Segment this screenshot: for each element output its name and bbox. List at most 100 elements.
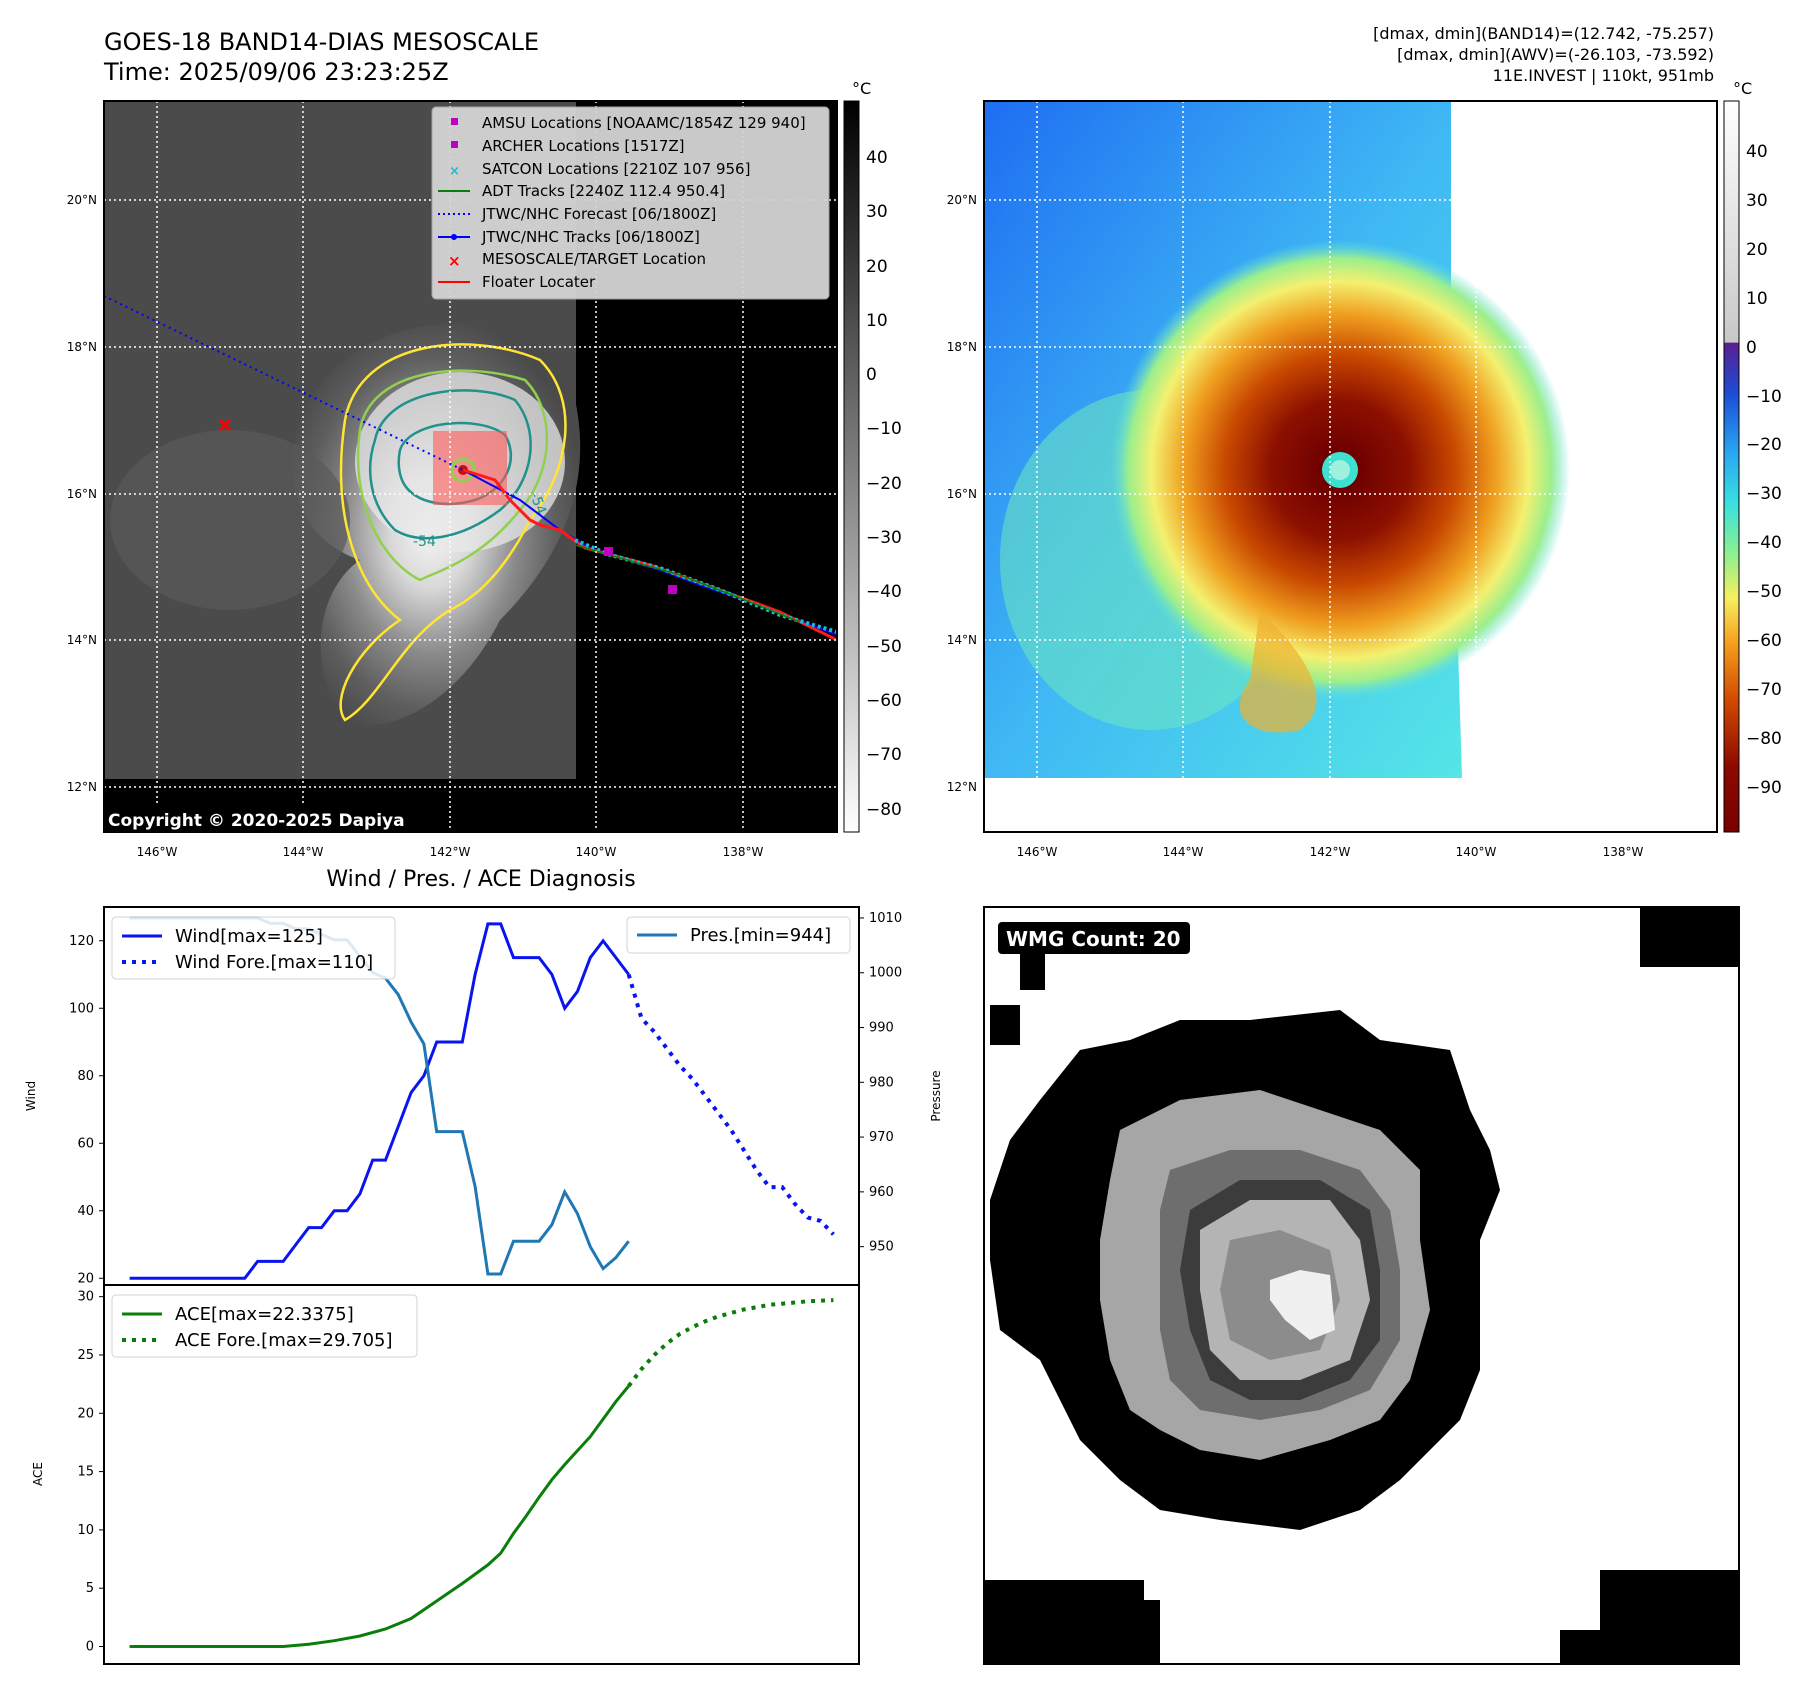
legend-floater-label: Floater Locater <box>482 273 596 291</box>
wind-tick-label: 100 <box>69 1001 94 1016</box>
legend-ace-label: ACE[max=22.3375] <box>175 1304 354 1325</box>
legend-amsu-label: AMSU Locations [NOAAMC/1854Z 129 940] <box>482 114 806 132</box>
awv-lon-138: 138°W <box>1603 845 1644 859</box>
awv-lon-140: 140°W <box>1456 845 1497 859</box>
awv-colorbar-unit: °C <box>1733 79 1752 98</box>
ir-tick-m60: −60 <box>866 691 902 711</box>
legend-wind-label: Wind[max=125] <box>175 926 323 947</box>
ir-tick-m70: −70 <box>866 745 902 765</box>
contour-yellow <box>339 343 567 722</box>
ir-tick-m30: −30 <box>866 528 902 548</box>
info-band14: [dmax, dmin](BAND14)=(12.742, -75.257) <box>1373 24 1714 43</box>
target-box <box>433 431 507 505</box>
wind-axis-label: Wind <box>24 1081 38 1111</box>
ace-tick-label: 15 <box>77 1465 94 1480</box>
amsu-marker <box>668 585 677 594</box>
legend-forecast-label: JTWC/NHC Forecast [06/1800Z] <box>481 205 716 223</box>
ir-tick-10: 10 <box>866 311 888 331</box>
ace-legend: ACE[max=22.3375] ACE Fore.[max=29.705] <box>111 1294 418 1358</box>
awv-lat-14: 14°N <box>947 633 977 647</box>
ir-lon-140: 140°W <box>576 845 617 859</box>
legend-amsu-swatch <box>451 118 458 125</box>
wind-tick-label: 40 <box>77 1204 94 1219</box>
mesoscale-target-marker <box>218 418 232 432</box>
legend-satcon-label: SATCON Locations [2210Z 107 956] <box>482 160 750 178</box>
ir-lat-14: 14°N <box>67 633 97 647</box>
ir-colorbar-ticks: 40 30 20 10 0 −10 −20 −30 −40 −50 −60 −7… <box>866 148 902 820</box>
wmg-count-label: WMG Count: 20 <box>1006 927 1181 951</box>
copyright-box: Copyright © 2020-2025 Dapiya <box>104 806 409 832</box>
ir-lat-labels: 20°N 18°N 16°N 14°N 12°N <box>67 193 97 794</box>
legend-pres-label: Pres.[min=944] <box>690 925 831 946</box>
ace-tick-label: 0 <box>86 1640 94 1655</box>
contour-label-1: -54 <box>413 534 436 550</box>
ir-map-frame <box>103 100 838 833</box>
awv-tick-m50: −50 <box>1746 582 1782 602</box>
ir-lon-138: 138°W <box>723 845 764 859</box>
awv-colorbar-ticks: 40 30 20 10 0 −10 −20 −30 −40 −50 −60 −7… <box>1746 142 1782 798</box>
ir-tick-40: 40 <box>866 148 888 168</box>
wind-forecast-line <box>626 973 835 1236</box>
awv-tick-m20: −20 <box>1746 435 1782 455</box>
awv-tick-30: 30 <box>1746 191 1768 211</box>
awv-lat-20: 20°N <box>947 193 977 207</box>
legend-target-swatch: × <box>448 252 461 270</box>
ir-tick-m10: −10 <box>866 419 902 439</box>
ir-lat-18: 18°N <box>67 340 97 354</box>
info-storm: 11E.INVEST | 110kt, 951mb <box>1493 66 1714 85</box>
ace-series <box>129 1298 834 1648</box>
awv-lat-12: 12°N <box>947 780 977 794</box>
wind-tick-label: 80 <box>77 1069 94 1084</box>
wmg-eye <box>1270 1270 1335 1340</box>
awv-lon-144: 144°W <box>1163 845 1204 859</box>
awv-map-frame <box>983 100 1718 833</box>
pressure-yticks: 950 960 970 980 990 1000 1010 <box>859 911 902 1255</box>
figure-title: GOES-18 BAND14-DIAS MESOSCALE <box>104 28 539 56</box>
awv-lat-16: 16°N <box>947 487 977 501</box>
ace-tick-label: 10 <box>77 1523 94 1538</box>
figure-time: Time: 2025/09/06 23:23:25Z <box>103 58 449 86</box>
ir-legend: AMSU Locations [NOAAMC/1854Z 129 940] AR… <box>431 106 830 300</box>
awv-tick-10: 10 <box>1746 289 1768 309</box>
pressure-tick-label: 980 <box>869 1075 894 1090</box>
contour-teal-outer <box>369 389 532 540</box>
awv-tick-m70: −70 <box>1746 680 1782 700</box>
awv-colorbar: °C 40 30 20 10 0 −10 −20 −30 −40 −50 −60… <box>1723 79 1782 833</box>
legend-acefore-label: ACE Fore.[max=29.705] <box>175 1330 393 1351</box>
wind-legend: Wind[max=125] Wind Fore.[max=110] <box>111 916 396 980</box>
ir-lat-12: 12°N <box>67 780 97 794</box>
awv-tick-40: 40 <box>1746 142 1768 162</box>
ir-tick-20: 20 <box>866 257 888 277</box>
pressure-tick-label: 970 <box>869 1130 894 1145</box>
ace-forecast-line <box>627 1298 834 1388</box>
awv-tick-0: 0 <box>1746 338 1757 358</box>
pressure-tick-label: 1010 <box>869 911 902 926</box>
ir-lon-146: 146°W <box>137 845 178 859</box>
ir-tick-0: 0 <box>866 365 877 385</box>
legend-archer-swatch <box>451 141 458 148</box>
awv-tick-m80: −80 <box>1746 729 1782 749</box>
ace-axis-label: ACE <box>31 1462 45 1486</box>
ir-lon-labels: 146°W 144°W 142°W 140°W 138°W <box>137 845 764 859</box>
ir-tick-m40: −40 <box>866 582 902 602</box>
jtwc-forecast-track <box>104 295 464 471</box>
awv-lat-labels: 20°N 18°N 16°N 14°N 12°N <box>947 193 977 794</box>
ir-tick-30: 30 <box>866 202 888 222</box>
wind-tick-label: 20 <box>77 1271 94 1286</box>
pressure-tick-label: 1000 <box>869 966 902 981</box>
awv-gridlines <box>984 101 1717 832</box>
ir-tick-m80: −80 <box>866 800 902 820</box>
ir-colorbar: °C 40 30 20 10 0 −10 −20 −30 −40 −50 −60… <box>843 79 902 833</box>
ir-lon-144: 144°W <box>283 845 324 859</box>
wind-tick-label: 60 <box>77 1136 94 1151</box>
ace-tick-label: 25 <box>77 1348 94 1363</box>
ace-panel-frame <box>103 1284 860 1665</box>
ace-line <box>129 1385 630 1648</box>
legend-target-label: MESOSCALE/TARGET Location <box>482 250 706 268</box>
wmg-panel-frame <box>983 906 1740 1665</box>
awv-lat-18: 18°N <box>947 340 977 354</box>
pressure-axis-label: Pressure <box>929 1070 943 1121</box>
ir-tick-m50: −50 <box>866 637 902 657</box>
awv-lon-labels: 146°W 144°W 142°W 140°W 138°W <box>1017 845 1644 859</box>
